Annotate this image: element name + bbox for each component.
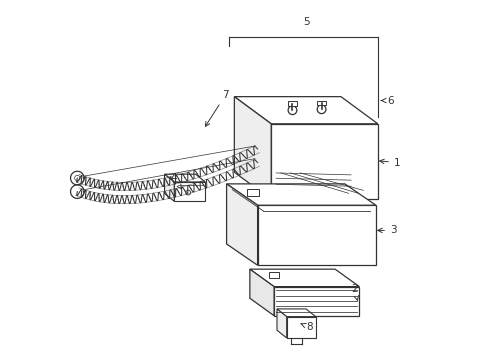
Polygon shape	[250, 269, 359, 287]
Polygon shape	[247, 189, 259, 196]
Text: 2: 2	[351, 284, 359, 300]
Polygon shape	[258, 205, 376, 265]
Polygon shape	[234, 96, 378, 124]
Polygon shape	[250, 269, 274, 316]
Polygon shape	[174, 182, 205, 201]
Polygon shape	[274, 287, 359, 316]
Text: 1: 1	[380, 158, 400, 167]
Polygon shape	[317, 100, 326, 105]
Text: 6: 6	[381, 95, 393, 105]
Polygon shape	[269, 273, 279, 278]
Polygon shape	[226, 184, 258, 265]
Text: 8: 8	[301, 322, 313, 332]
Polygon shape	[165, 174, 174, 201]
Polygon shape	[277, 309, 316, 317]
Polygon shape	[271, 124, 378, 199]
Text: 7: 7	[205, 90, 229, 126]
Polygon shape	[288, 102, 297, 106]
Text: 5: 5	[303, 17, 309, 27]
Polygon shape	[277, 309, 287, 338]
Polygon shape	[234, 96, 271, 199]
Polygon shape	[226, 184, 376, 205]
Polygon shape	[165, 174, 205, 182]
Polygon shape	[287, 317, 316, 338]
Text: 4: 4	[171, 173, 181, 189]
Text: 3: 3	[378, 225, 396, 235]
